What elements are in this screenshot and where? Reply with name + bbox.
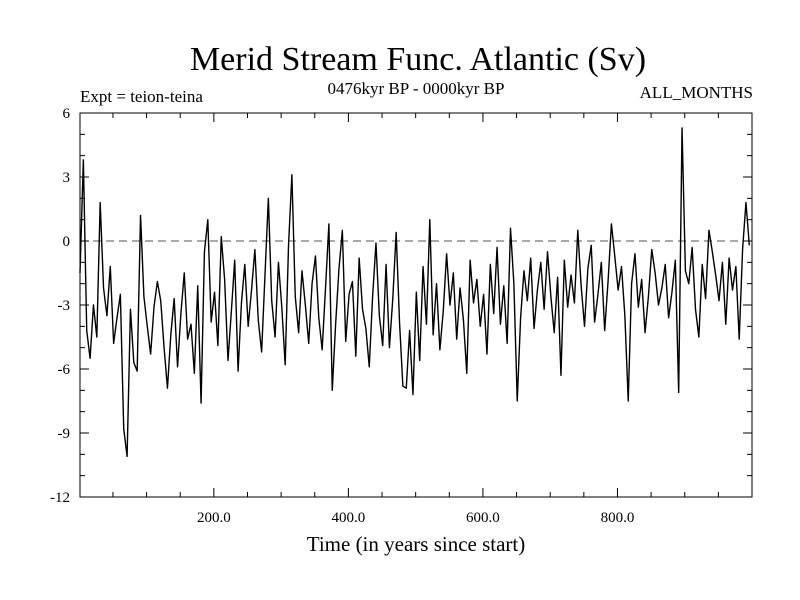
time-range-label: 0476kyr BP - 0000kyr BP: [328, 79, 505, 98]
chart-title: Merid Stream Func. Atlantic (Sv): [190, 41, 646, 78]
y-tick-label: -3: [58, 298, 71, 314]
x-tick-label: 200.0: [197, 510, 231, 526]
x-axis: 200.0 400.0 600.0 800.0: [112, 113, 719, 526]
y-tick-label: 3: [63, 170, 71, 186]
months-label: ALL_MONTHS: [640, 83, 753, 102]
y-tick-label: -9: [58, 426, 71, 442]
series-line: [79, 127, 751, 458]
x-tick-label: 600.0: [466, 510, 500, 526]
x-tick-label: 400.0: [332, 510, 366, 526]
x-axis-title: Time (in years since start): [307, 532, 526, 556]
y-tick-label: -12: [50, 490, 70, 506]
y-tick-label: 6: [63, 106, 71, 122]
x-tick-label: 800.0: [601, 510, 635, 526]
y-axis: 6 3 0 -3 -6 -9 -12: [50, 106, 752, 506]
y-tick-label: -6: [58, 362, 71, 378]
experiment-label: Expt = teion-teina: [80, 87, 203, 106]
y-tick-label: 0: [63, 234, 71, 250]
